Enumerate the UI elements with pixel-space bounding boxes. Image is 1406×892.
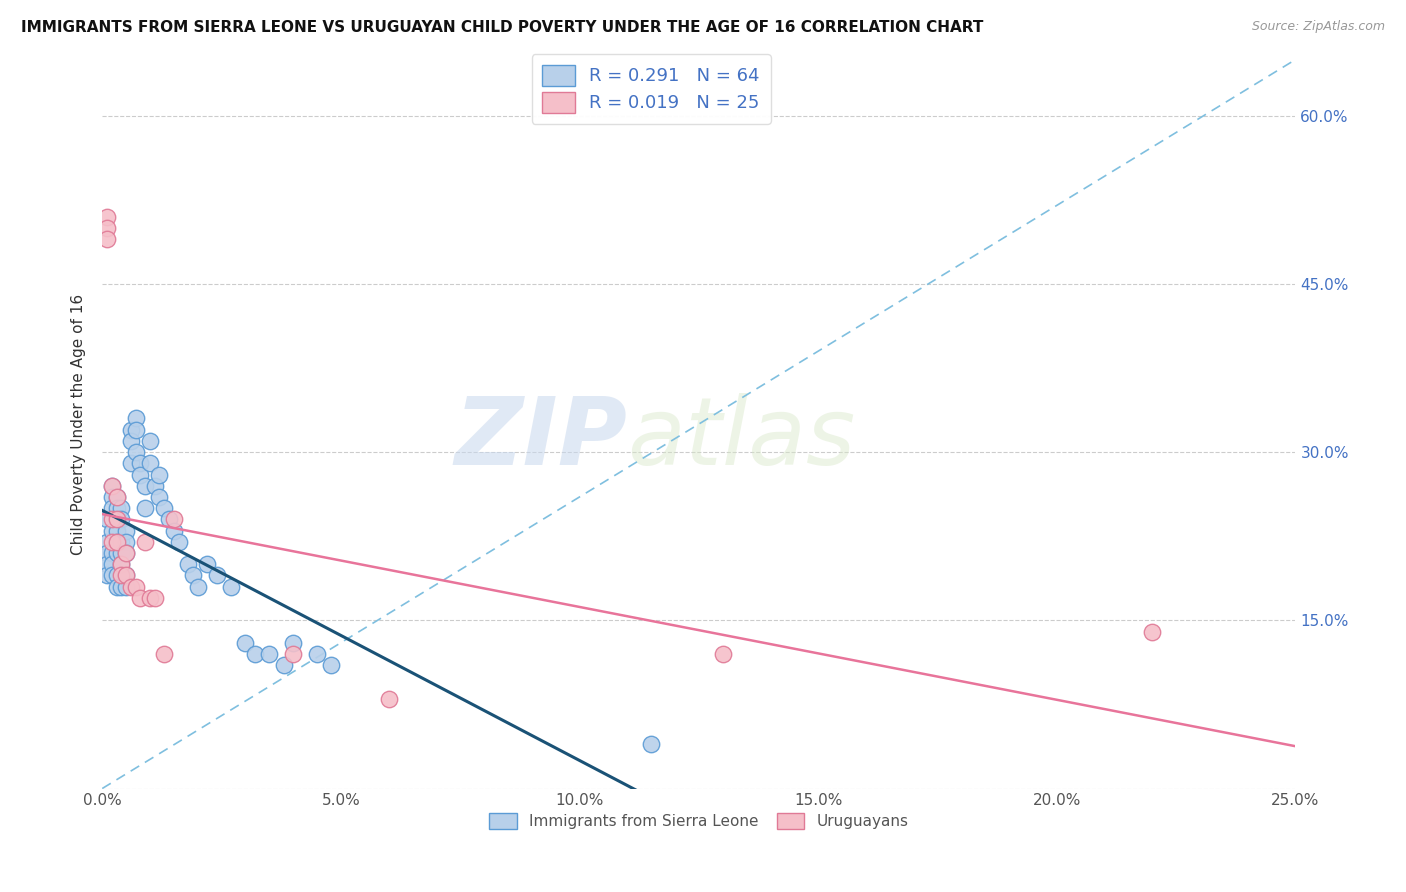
Point bbox=[105, 524, 128, 538]
Point bbox=[177, 558, 200, 572]
Point bbox=[96, 558, 118, 572]
Point bbox=[281, 647, 304, 661]
Point bbox=[105, 490, 128, 504]
Point bbox=[120, 456, 142, 470]
Point bbox=[259, 647, 281, 661]
Point bbox=[96, 546, 118, 560]
Text: ZIP: ZIP bbox=[454, 392, 627, 484]
Point bbox=[100, 501, 122, 516]
Point bbox=[100, 479, 122, 493]
Point bbox=[243, 647, 266, 661]
Point bbox=[163, 512, 186, 526]
Point bbox=[100, 512, 122, 526]
Point bbox=[115, 568, 138, 582]
Point bbox=[105, 490, 128, 504]
Point bbox=[115, 580, 138, 594]
Text: Source: ZipAtlas.com: Source: ZipAtlas.com bbox=[1251, 20, 1385, 33]
Point bbox=[143, 479, 166, 493]
Point bbox=[129, 456, 152, 470]
Point bbox=[321, 658, 343, 673]
Point bbox=[120, 423, 142, 437]
Point bbox=[134, 534, 156, 549]
Point bbox=[157, 512, 180, 526]
Point bbox=[143, 591, 166, 605]
Point bbox=[129, 467, 152, 482]
Point bbox=[124, 580, 146, 594]
Point bbox=[115, 524, 138, 538]
Point bbox=[96, 232, 118, 246]
Point bbox=[153, 501, 176, 516]
Point bbox=[110, 558, 132, 572]
Point bbox=[105, 534, 128, 549]
Point bbox=[153, 647, 176, 661]
Point bbox=[139, 591, 162, 605]
Point bbox=[115, 546, 138, 560]
Point bbox=[129, 591, 152, 605]
Point bbox=[163, 524, 186, 538]
Point bbox=[96, 220, 118, 235]
Point bbox=[96, 568, 118, 582]
Point bbox=[305, 647, 328, 661]
Point bbox=[1142, 624, 1164, 639]
Point bbox=[273, 658, 295, 673]
Point bbox=[124, 411, 146, 425]
Point bbox=[100, 524, 122, 538]
Point bbox=[124, 423, 146, 437]
Point bbox=[96, 534, 118, 549]
Point bbox=[100, 546, 122, 560]
Point bbox=[105, 568, 128, 582]
Point bbox=[120, 580, 142, 594]
Point bbox=[105, 534, 128, 549]
Point bbox=[124, 445, 146, 459]
Point bbox=[105, 512, 128, 526]
Point bbox=[100, 490, 122, 504]
Point bbox=[181, 568, 204, 582]
Point bbox=[205, 568, 228, 582]
Point bbox=[134, 501, 156, 516]
Point bbox=[100, 479, 122, 493]
Point bbox=[148, 490, 170, 504]
Point bbox=[100, 558, 122, 572]
Point bbox=[110, 568, 132, 582]
Point bbox=[110, 580, 132, 594]
Point bbox=[139, 434, 162, 448]
Point bbox=[110, 558, 132, 572]
Point bbox=[711, 647, 734, 661]
Point bbox=[100, 534, 122, 549]
Legend: Immigrants from Sierra Leone, Uruguayans: Immigrants from Sierra Leone, Uruguayans bbox=[484, 807, 914, 836]
Point bbox=[167, 534, 190, 549]
Point bbox=[110, 546, 132, 560]
Point bbox=[377, 691, 399, 706]
Y-axis label: Child Poverty Under the Age of 16: Child Poverty Under the Age of 16 bbox=[72, 293, 86, 555]
Point bbox=[110, 501, 132, 516]
Point bbox=[96, 210, 118, 224]
Point bbox=[105, 512, 128, 526]
Point bbox=[110, 534, 132, 549]
Point bbox=[134, 479, 156, 493]
Point bbox=[148, 467, 170, 482]
Text: IMMIGRANTS FROM SIERRA LEONE VS URUGUAYAN CHILD POVERTY UNDER THE AGE OF 16 CORR: IMMIGRANTS FROM SIERRA LEONE VS URUGUAYA… bbox=[21, 20, 983, 35]
Point bbox=[115, 568, 138, 582]
Point bbox=[110, 512, 132, 526]
Text: atlas: atlas bbox=[627, 393, 855, 484]
Point bbox=[105, 546, 128, 560]
Point bbox=[187, 580, 209, 594]
Point bbox=[115, 534, 138, 549]
Point bbox=[120, 434, 142, 448]
Point bbox=[281, 636, 304, 650]
Point bbox=[100, 568, 122, 582]
Point bbox=[139, 456, 162, 470]
Point bbox=[96, 512, 118, 526]
Point bbox=[640, 737, 662, 751]
Point bbox=[105, 501, 128, 516]
Point bbox=[195, 558, 218, 572]
Point bbox=[105, 580, 128, 594]
Point bbox=[219, 580, 242, 594]
Point bbox=[235, 636, 257, 650]
Point bbox=[115, 546, 138, 560]
